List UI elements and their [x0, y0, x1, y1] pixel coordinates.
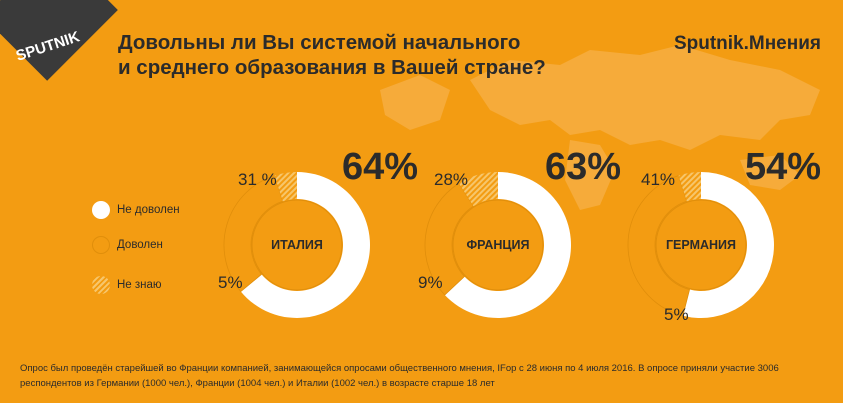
- segment-satisfied: [627, 175, 691, 317]
- legend-swatch-hatch: [92, 276, 110, 294]
- segment-dont-know: [678, 172, 701, 202]
- segment-dont-know: [458, 172, 498, 207]
- label-france-dont-know: 9%: [418, 273, 443, 292]
- label-italy-dont-know: 5%: [218, 273, 243, 292]
- label-germany-not-satisfied: 54%: [745, 146, 822, 188]
- country-label: ГЕРМАНИЯ: [666, 238, 736, 252]
- sputnik-logo: SPUTNIK: [0, 0, 120, 92]
- country-label: ФРАНЦИЯ: [466, 238, 529, 252]
- legend-label: Доволен: [117, 239, 163, 251]
- segment-not-satisfied: [444, 172, 571, 318]
- footnote: Опрос был проведён старейшей во Франции …: [20, 363, 779, 389]
- donut-chart-france: ФРАНЦИЯ: [424, 172, 571, 318]
- segment-satisfied: [424, 182, 474, 296]
- donut-hole: [655, 199, 747, 291]
- label-germany-satisfied: 41%: [641, 170, 676, 189]
- segment-satisfied: [223, 175, 284, 293]
- brand-label: Sputnik.Мнения: [673, 33, 821, 54]
- donut-hole: [452, 199, 544, 291]
- title-line-1: Довольны ли Вы системой начального: [118, 31, 521, 54]
- title-line-2: и среднего образования в Вашей стране?: [118, 56, 546, 79]
- donut-chart-italy: ИТАЛИЯ: [223, 172, 370, 318]
- chart-title: Довольны ли Вы системой начального и сре…: [118, 30, 638, 80]
- legend-label: Не доволен: [117, 204, 180, 216]
- label-italy-satisfied: 31 %: [238, 170, 277, 189]
- segment-not-satisfied: [240, 172, 370, 318]
- label-france-satisfied: 28%: [434, 170, 469, 189]
- label-italy-not-satisfied: 64%: [342, 146, 419, 188]
- segment-not-satisfied: [682, 172, 774, 318]
- segment-dont-know: [274, 172, 297, 202]
- donut-chart-germany: ГЕРМАНИЯ: [627, 172, 774, 318]
- label-germany-dont-know: 5%: [664, 305, 689, 324]
- legend-swatch-white: [92, 201, 110, 219]
- donut-hole: [251, 199, 343, 291]
- legend-swatch-orange: [92, 236, 110, 254]
- legend-label: Не знаю: [117, 279, 162, 291]
- label-france-not-satisfied: 63%: [545, 146, 622, 188]
- world-map-background: [380, 45, 820, 210]
- country-label: ИТАЛИЯ: [271, 238, 323, 252]
